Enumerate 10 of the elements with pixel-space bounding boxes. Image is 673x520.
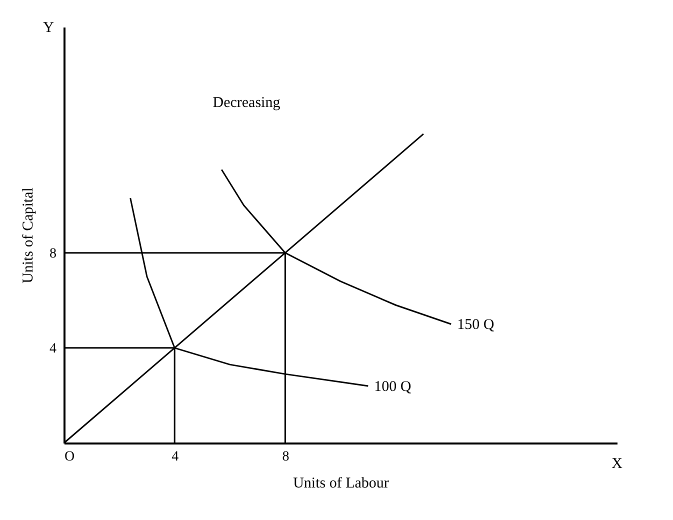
- series-label: 150 Q: [457, 317, 494, 334]
- x-tick-label: 4: [172, 450, 179, 464]
- x-axis-title: Units of Labour: [293, 476, 389, 492]
- series-label: 100 Q: [374, 378, 412, 395]
- x-tick-label: 8: [282, 450, 290, 464]
- text: Y: [43, 20, 54, 36]
- annotation: Decreasing: [212, 94, 281, 111]
- x-tick-label: O: [64, 450, 75, 464]
- y-axis-title: Units of Capital: [20, 188, 36, 284]
- text: X: [612, 456, 623, 472]
